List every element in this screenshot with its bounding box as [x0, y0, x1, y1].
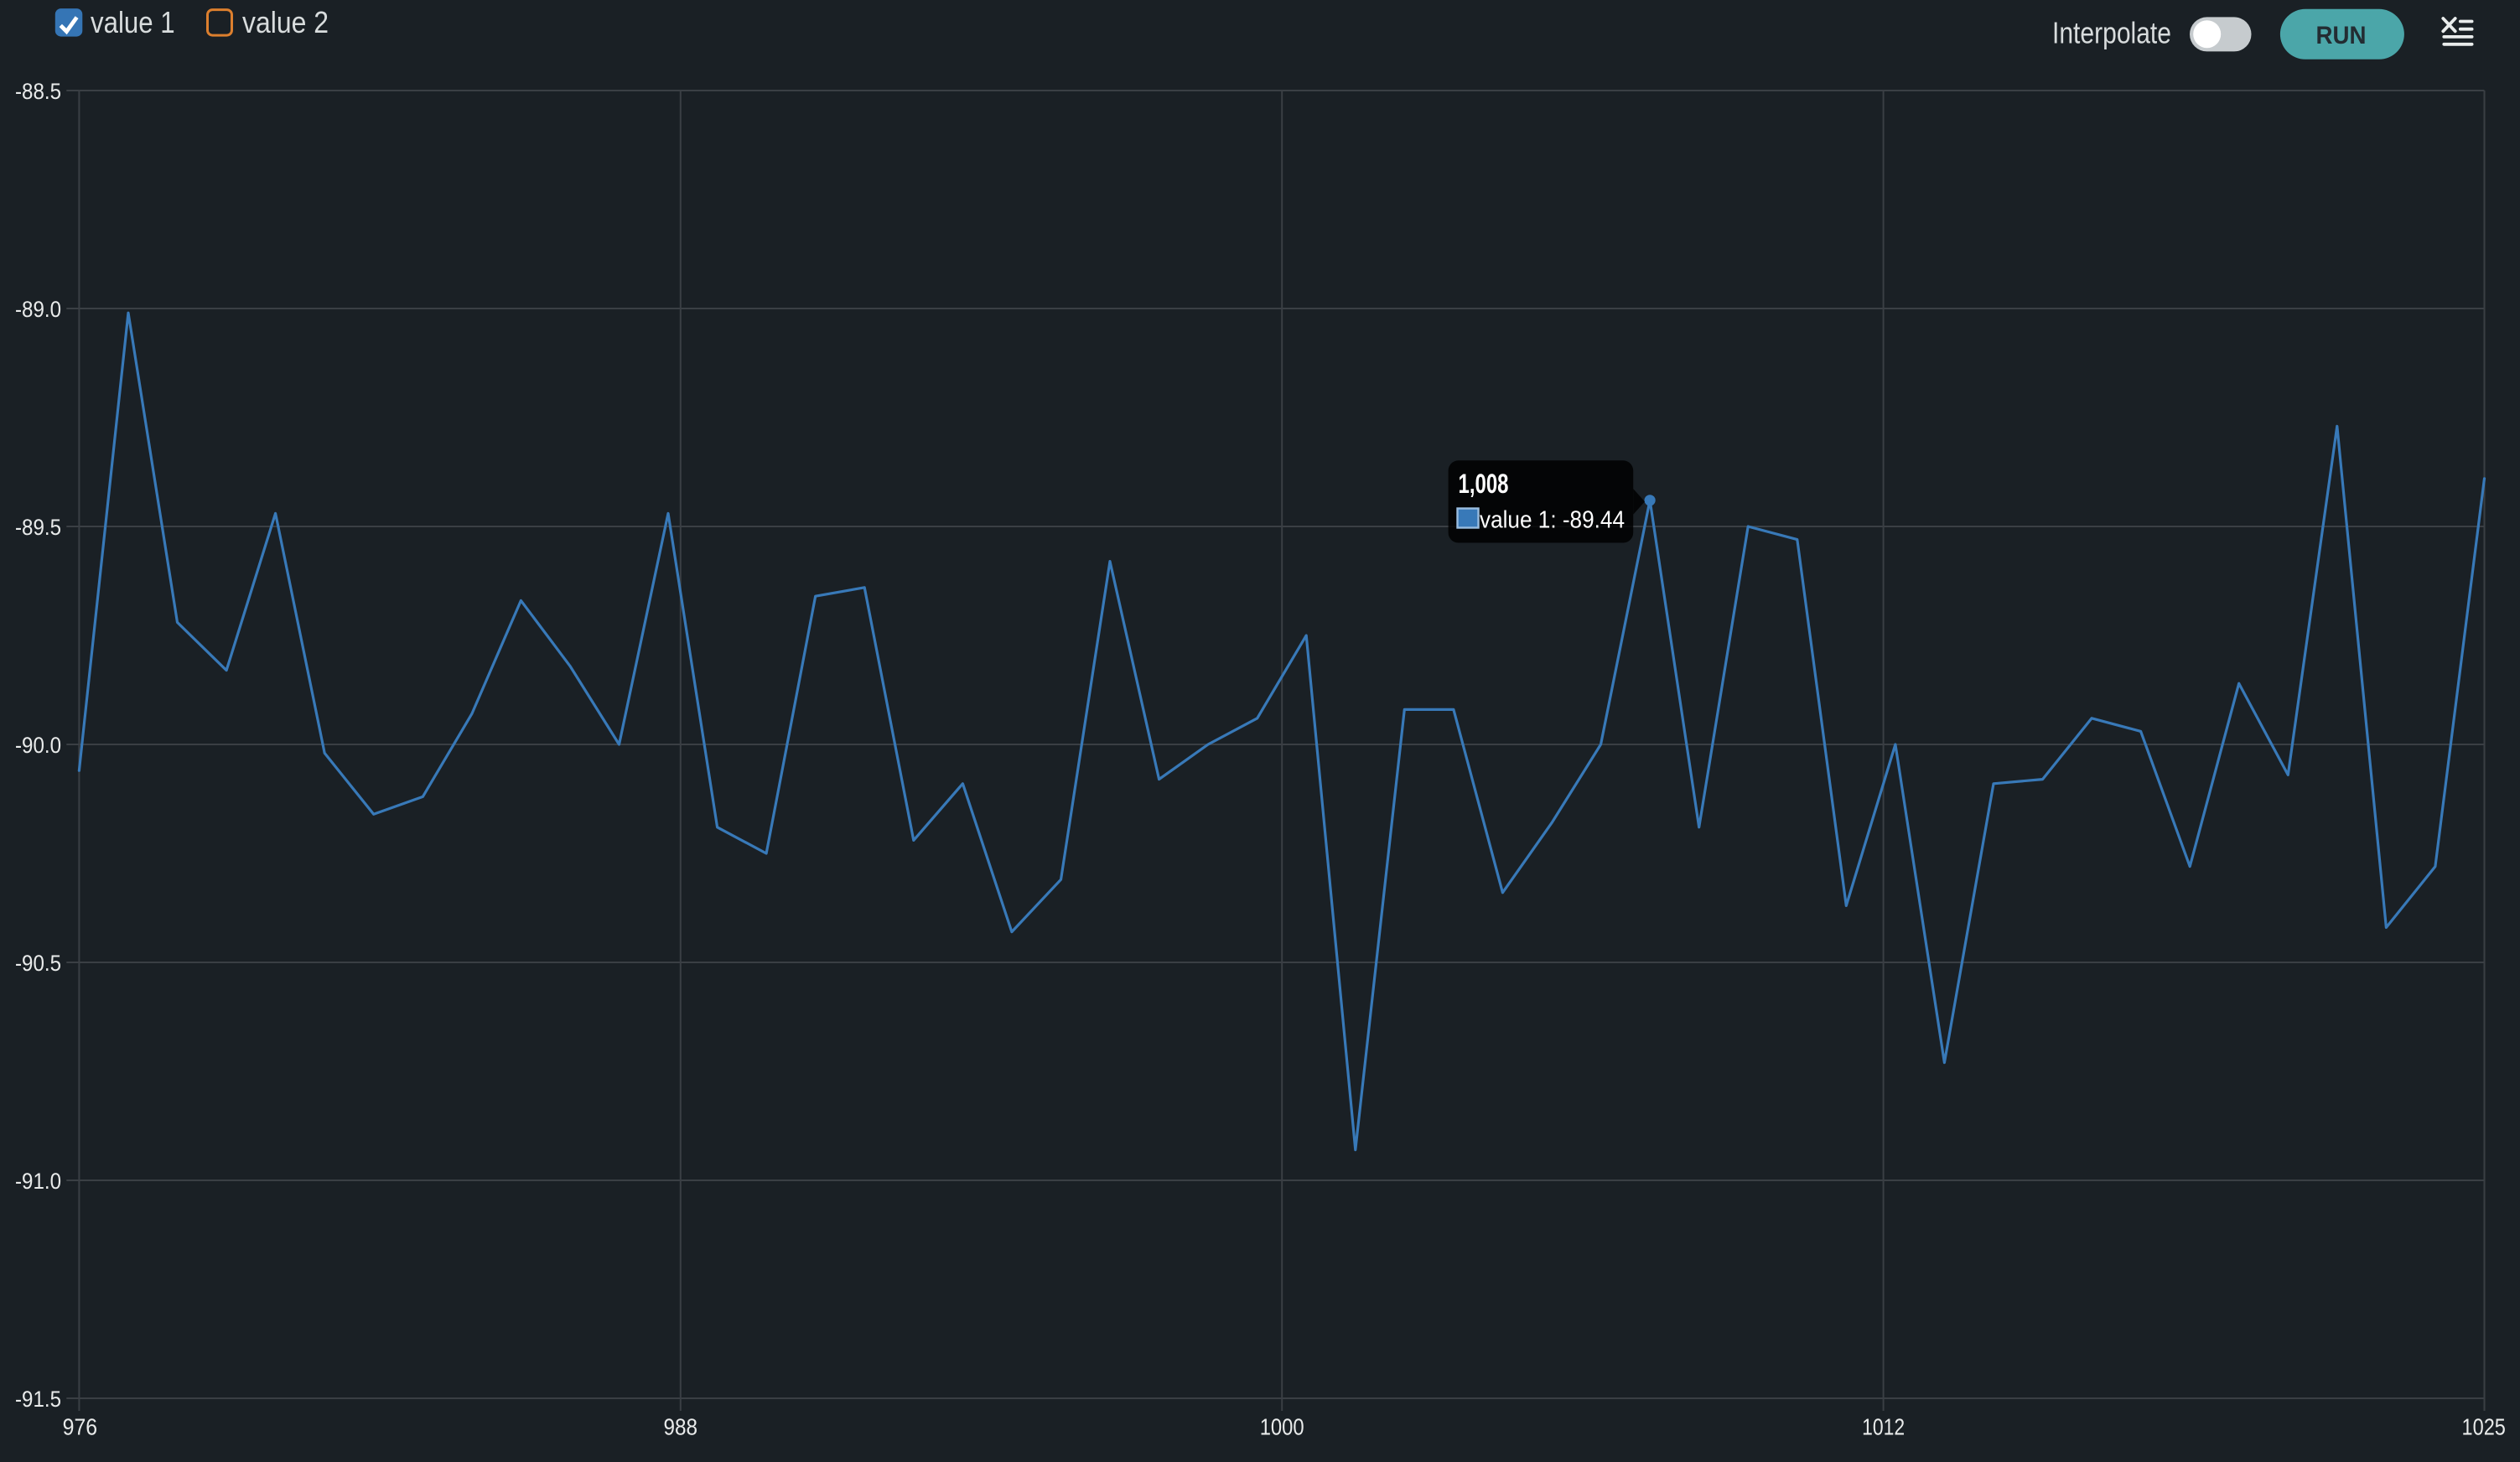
- svg-text:-89.0: -89.0: [15, 297, 61, 322]
- svg-text:1000: 1000: [1260, 1413, 1304, 1439]
- svg-text:-91.5: -91.5: [15, 1387, 61, 1412]
- svg-text:Interpolate: Interpolate: [2052, 15, 2171, 49]
- svg-text:1,008: 1,008: [1459, 469, 1509, 499]
- svg-text:value 1: -89.44: value 1: -89.44: [1480, 506, 1625, 533]
- svg-text:-89.5: -89.5: [15, 515, 61, 540]
- svg-text:-88.5: -88.5: [15, 79, 61, 104]
- svg-text:RUN: RUN: [2316, 22, 2367, 49]
- svg-text:-90.5: -90.5: [15, 951, 61, 976]
- svg-text:1012: 1012: [1862, 1413, 1905, 1439]
- svg-text:-91.0: -91.0: [15, 1169, 61, 1194]
- svg-text:988: 988: [664, 1413, 698, 1439]
- svg-text:1025: 1025: [2462, 1413, 2506, 1439]
- svg-text:value 2: value 2: [242, 5, 329, 39]
- svg-text:976: 976: [63, 1413, 98, 1439]
- svg-text:value 1: value 1: [91, 5, 175, 39]
- svg-text:-90.0: -90.0: [15, 733, 61, 758]
